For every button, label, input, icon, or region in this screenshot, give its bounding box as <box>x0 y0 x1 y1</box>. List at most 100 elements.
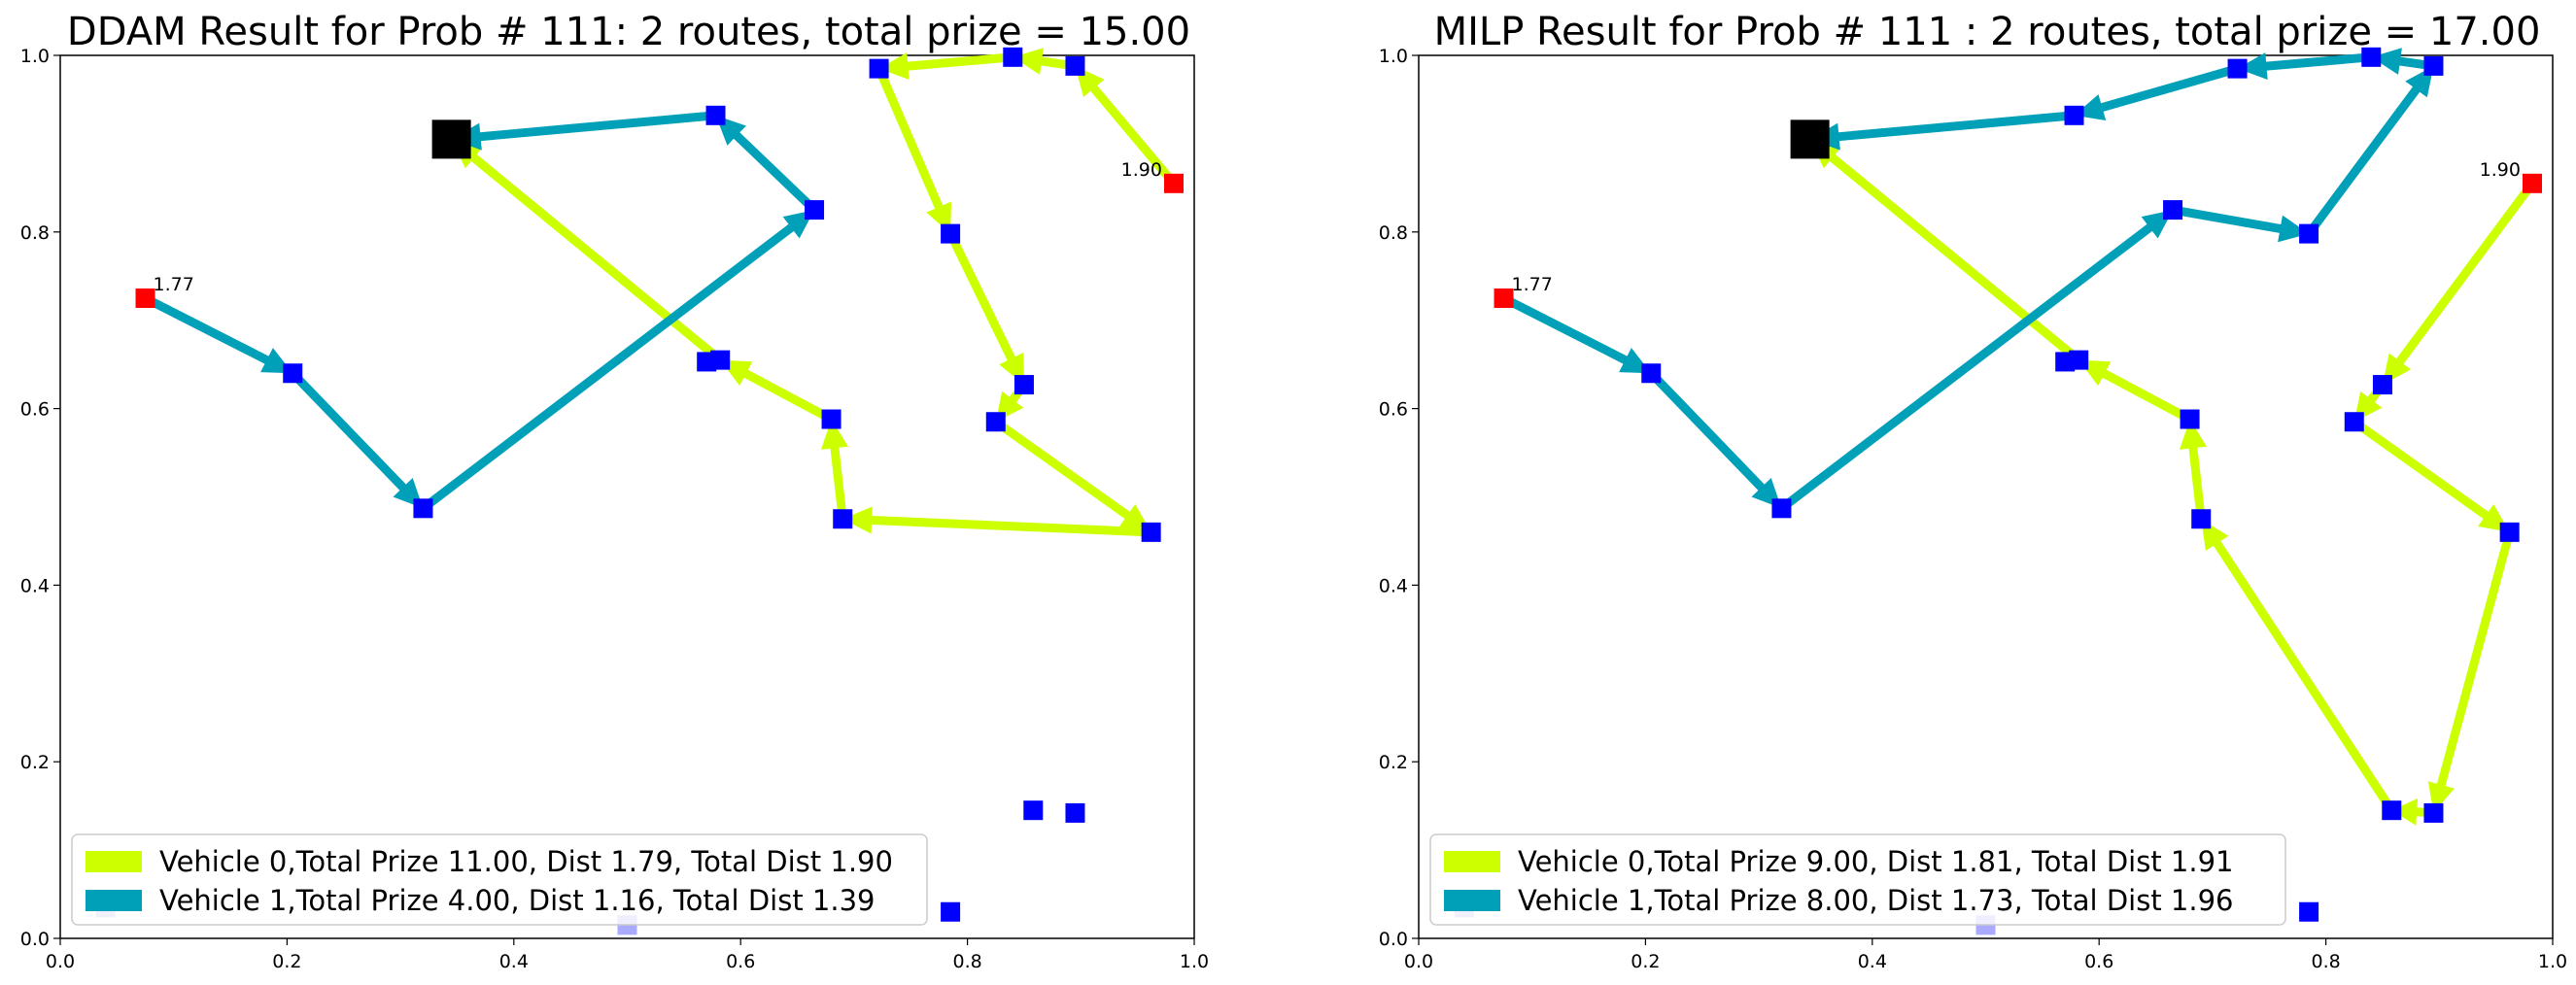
node-marker <box>413 498 433 519</box>
x-tick-label: 0.2 <box>272 951 301 972</box>
node-marker <box>2382 800 2402 821</box>
route-arrow <box>2074 64 2239 120</box>
x-tick-label: 0.8 <box>2311 951 2340 972</box>
y-tick-label: 0.2 <box>20 752 50 773</box>
x-tick-label: 0.6 <box>2084 951 2113 972</box>
route-arrow <box>720 359 834 424</box>
node-marker <box>2299 223 2319 244</box>
legend-entry: Vehicle 1,Total Prize 4.00, Dist 1.16, T… <box>159 884 875 917</box>
node-marker <box>2180 409 2200 429</box>
node-marker <box>2299 901 2319 922</box>
y-tick-label: 0.6 <box>20 399 50 421</box>
node-marker <box>1003 47 1023 67</box>
chart-title: DDAM Result for Prob # 111: 2 routes, to… <box>67 10 1190 54</box>
route-vehicle-1 <box>143 111 818 512</box>
node-marker <box>1065 802 1085 823</box>
node-marker <box>2423 55 2444 76</box>
node-prize-label: 1.77 <box>154 274 194 295</box>
ddam-panel: DDAM Result for Prob # 111: 2 routes, to… <box>20 10 1209 972</box>
node-marker <box>805 200 825 221</box>
node-marker <box>1141 522 1161 542</box>
route-arrow <box>2172 205 2310 243</box>
depot-marker <box>1790 119 1830 159</box>
chart-title: MILP Result for Prob # 111 : 2 routes, t… <box>1434 10 2541 54</box>
x-tick-label: 1.0 <box>2538 951 2567 972</box>
route-arrow <box>2305 65 2434 237</box>
legend-swatch <box>86 890 142 911</box>
legend-entry: Vehicle 0,Total Prize 9.00, Dist 1.81, T… <box>1518 845 2233 878</box>
route-arrow <box>875 66 951 234</box>
prize-node-marker <box>135 288 155 308</box>
x-tick-label: 0.6 <box>726 951 755 972</box>
y-tick-label: 0.8 <box>20 222 50 244</box>
y-tick-label: 0.4 <box>1379 575 1408 596</box>
route-arrow <box>715 115 818 214</box>
y-tick-label: 1.0 <box>1379 46 1408 67</box>
route-arrow <box>1809 139 2082 364</box>
node-marker <box>2372 375 2392 395</box>
route-arrow <box>1809 111 2075 151</box>
x-tick-label: 1.0 <box>1180 951 1209 972</box>
node-marker <box>1065 55 1085 76</box>
node-marker <box>2227 58 2248 79</box>
legend-swatch <box>86 851 142 872</box>
route-arrow <box>946 231 1024 386</box>
prize-node-marker <box>1163 173 1184 193</box>
node-marker <box>941 901 961 922</box>
route-arrow <box>878 52 1013 80</box>
legend-entry: Vehicle 1,Total Prize 8.00, Dist 1.73, T… <box>1518 884 2233 917</box>
legend: Vehicle 0,Total Prize 9.00, Dist 1.81, T… <box>1429 833 2286 926</box>
depot-marker <box>431 119 471 159</box>
node-marker <box>2191 509 2212 529</box>
y-tick-label: 0.8 <box>1379 222 1408 244</box>
x-tick-label: 0.4 <box>499 951 529 972</box>
prize-node-marker <box>2522 173 2542 193</box>
route-arrow <box>2427 530 2514 813</box>
route-arrow <box>1778 210 2174 512</box>
x-tick-label: 0.2 <box>1631 951 1660 972</box>
route-arrow <box>821 419 848 520</box>
route-arrow <box>2078 359 2192 424</box>
node-marker <box>821 409 841 429</box>
node-marker <box>1013 375 1034 395</box>
node-marker <box>2064 105 2084 125</box>
y-tick-label: 0.6 <box>1379 399 1408 421</box>
node-marker <box>697 352 717 372</box>
node-marker <box>833 509 853 529</box>
route-arrow <box>2201 519 2396 813</box>
y-tick-label: 0.0 <box>1379 929 1408 950</box>
legend-swatch <box>1444 890 1500 911</box>
node-marker <box>869 58 889 79</box>
x-tick-label: 0.0 <box>1404 951 1433 972</box>
route-arrow <box>290 370 424 509</box>
node-marker <box>705 105 726 125</box>
legend-box <box>1429 833 2286 926</box>
legend-entry: Vehicle 0,Total Prize 11.00, Dist 1.79, … <box>159 845 893 878</box>
route-arrow <box>993 418 1151 532</box>
route-arrow <box>2371 48 2435 75</box>
y-tick-label: 0.0 <box>20 929 50 950</box>
node-marker <box>283 363 303 384</box>
route-arrow <box>2352 418 2510 532</box>
plot-frame <box>59 54 1195 939</box>
node-marker <box>1771 498 1792 519</box>
plot-frame <box>1418 54 2554 939</box>
legend: Vehicle 0,Total Prize 11.00, Dist 1.79, … <box>71 833 928 926</box>
route-arrow <box>451 111 716 151</box>
node-marker <box>2163 200 2183 221</box>
route-arrow <box>2382 181 2536 386</box>
route-arrow <box>2237 52 2372 80</box>
legend-box <box>71 833 928 926</box>
y-tick-label: 0.4 <box>20 575 50 596</box>
x-tick-label: 0.4 <box>1858 951 1887 972</box>
x-tick-label: 0.8 <box>952 951 981 972</box>
route-arrow <box>2391 798 2434 826</box>
route-arrow <box>1648 370 1782 509</box>
milp-panel: MILP Result for Prob # 111 : 2 routes, t… <box>1379 10 2567 972</box>
node-prize-label: 1.90 <box>2480 159 2521 181</box>
route-arrow <box>420 210 815 512</box>
route-vehicle-0 <box>451 48 1178 537</box>
route-arrow <box>451 139 724 364</box>
prize-node-marker <box>1494 288 1514 308</box>
